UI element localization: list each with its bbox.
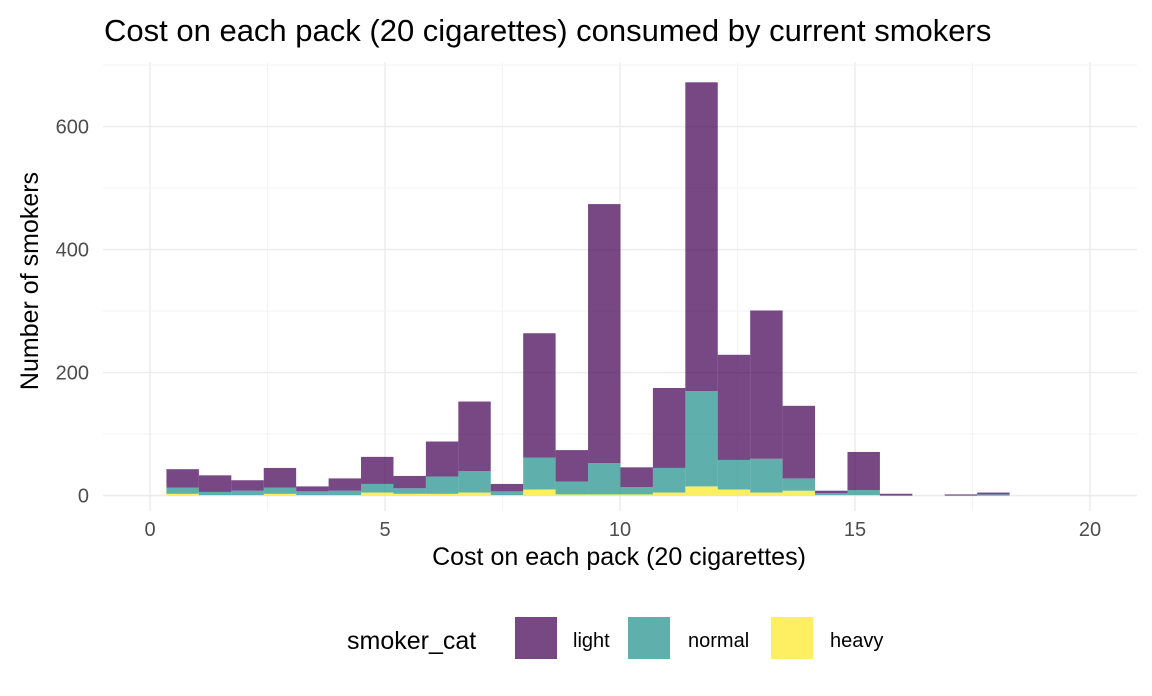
bar-normal-bin-21 — [815, 493, 848, 496]
chart-title: Cost on each pack (20 cigarettes) consum… — [104, 13, 991, 48]
bar-normal-bin-17 — [685, 391, 718, 487]
bar-heavy-bin-22 — [847, 495, 880, 496]
bar-light-bin-25 — [944, 494, 978, 496]
x-tick-label: 0 — [144, 519, 155, 541]
bar-light-bin-4 — [263, 467, 297, 488]
bar-normal-bin-16 — [652, 467, 686, 493]
bar-heavy-bin-18 — [717, 489, 751, 496]
legend-key-normal — [628, 617, 670, 659]
legend: smoker_cat light normal heavy — [347, 617, 883, 659]
bar-normal-bin-7 — [361, 483, 394, 493]
bar-normal-bin-9 — [425, 476, 459, 494]
histogram-bars — [166, 82, 1010, 496]
bar-light-bin-17 — [685, 82, 718, 392]
bar-heavy-bin-19 — [750, 492, 783, 496]
bar-heavy-bin-2 — [198, 495, 232, 496]
bar-light-bin-5 — [296, 486, 329, 492]
legend-title: smoker_cat — [347, 627, 476, 655]
bar-heavy-bin-12 — [523, 489, 556, 496]
bar-heavy-bin-13 — [555, 494, 589, 496]
bar-normal-bin-18 — [717, 459, 751, 490]
bar-light-bin-1 — [166, 469, 199, 488]
bar-normal-bin-5 — [296, 491, 329, 496]
bar-light-bin-20 — [782, 405, 816, 479]
bar-normal-bin-10 — [458, 471, 491, 493]
bar-normal-bin-19 — [750, 458, 783, 493]
bar-heavy-bin-3 — [231, 495, 264, 496]
bar-normal-bin-8 — [393, 488, 426, 494]
bar-light-bin-21 — [815, 490, 848, 494]
legend-key-heavy — [771, 617, 813, 659]
bar-normal-bin-26 — [977, 494, 1010, 496]
bar-light-bin-26 — [977, 492, 1010, 495]
bar-heavy-bin-16 — [652, 492, 686, 496]
x-tick-label: 5 — [379, 519, 390, 541]
y-tick-label: 400 — [56, 240, 89, 262]
bar-light-bin-11 — [490, 483, 524, 492]
legend-label-normal: normal — [688, 630, 749, 652]
y-tick-label: 0 — [78, 486, 89, 508]
bar-heavy-bin-14 — [588, 494, 621, 496]
bar-light-bin-22 — [847, 451, 880, 491]
x-tick-label: 15 — [844, 519, 866, 541]
bar-heavy-bin-21 — [815, 495, 848, 496]
bar-normal-bin-12 — [523, 457, 556, 490]
bar-normal-bin-14 — [588, 463, 621, 495]
y-tick-label: 200 — [56, 363, 89, 385]
bar-light-bin-8 — [393, 475, 426, 489]
y-axis-title: Number of smokers — [16, 172, 44, 390]
bar-heavy-bin-20 — [782, 490, 816, 496]
bar-heavy-bin-17 — [685, 486, 718, 496]
bar-light-bin-15 — [620, 467, 653, 488]
bar-light-bin-19 — [750, 310, 783, 459]
bar-heavy-bin-1 — [166, 493, 199, 496]
bar-heavy-bin-7 — [361, 492, 394, 496]
bar-light-bin-23 — [879, 493, 913, 496]
bar-light-bin-13 — [555, 450, 589, 482]
bar-light-bin-12 — [523, 333, 556, 458]
bar-normal-bin-3 — [231, 490, 264, 496]
bar-heavy-bin-11 — [490, 495, 524, 496]
bar-heavy-bin-9 — [425, 493, 459, 496]
bar-normal-bin-15 — [620, 487, 653, 495]
bar-light-bin-2 — [198, 475, 232, 492]
bar-heavy-bin-8 — [393, 493, 426, 496]
legend-label-light: light — [573, 630, 610, 652]
legend-label-heavy: heavy — [830, 630, 883, 652]
legend-key-light — [515, 617, 557, 659]
x-tick-label: 10 — [609, 519, 631, 541]
x-tick-label: 20 — [1079, 519, 1101, 541]
bar-light-bin-16 — [652, 387, 686, 468]
bar-heavy-bin-6 — [328, 495, 362, 496]
bar-light-bin-6 — [328, 478, 362, 491]
bar-light-bin-7 — [361, 456, 394, 484]
bar-heavy-bin-15 — [620, 494, 653, 496]
bar-heavy-bin-4 — [263, 493, 297, 496]
bar-light-bin-9 — [425, 441, 459, 477]
bar-heavy-bin-10 — [458, 492, 491, 496]
bar-normal-bin-22 — [847, 490, 880, 496]
bar-light-bin-14 — [588, 204, 621, 464]
bar-normal-bin-13 — [555, 481, 589, 495]
bar-normal-bin-2 — [198, 491, 232, 496]
bar-normal-bin-20 — [782, 478, 816, 491]
y-tick-label: 600 — [56, 117, 89, 139]
bar-normal-bin-4 — [263, 487, 297, 494]
x-axis-title: Cost on each pack (20 cigarettes) — [432, 543, 806, 571]
bar-normal-bin-1 — [166, 487, 199, 494]
bar-normal-bin-6 — [328, 490, 362, 496]
bar-light-bin-3 — [231, 480, 264, 491]
bar-light-bin-18 — [717, 354, 751, 460]
bar-normal-bin-11 — [490, 491, 524, 496]
bar-heavy-bin-5 — [296, 495, 329, 496]
bar-light-bin-10 — [458, 401, 491, 472]
